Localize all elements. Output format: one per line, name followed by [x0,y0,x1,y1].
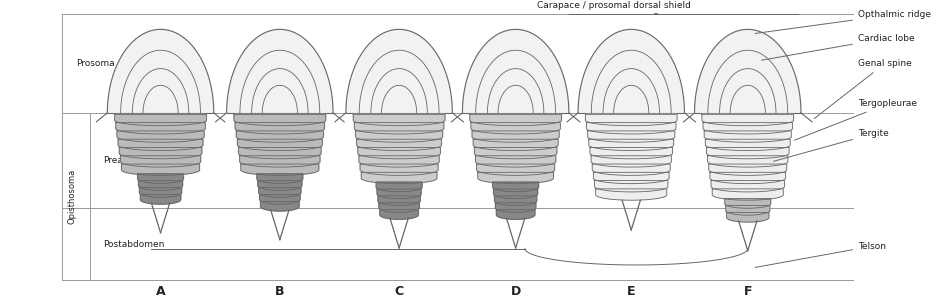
Polygon shape [578,29,685,113]
Polygon shape [108,29,214,113]
Polygon shape [493,189,538,199]
Polygon shape [586,114,677,126]
Text: Telson: Telson [755,242,885,268]
Polygon shape [115,114,207,126]
Polygon shape [356,131,442,142]
Polygon shape [596,189,667,200]
Polygon shape [235,123,324,134]
Polygon shape [237,131,323,142]
Polygon shape [356,139,441,151]
Polygon shape [141,194,181,204]
Polygon shape [478,172,554,184]
Polygon shape [726,206,769,215]
Polygon shape [471,123,560,134]
Polygon shape [592,164,670,176]
Polygon shape [706,148,789,159]
Polygon shape [695,29,801,113]
Polygon shape [359,156,439,167]
Text: F: F [743,285,752,298]
Text: Tergopleurae: Tergopleurae [794,99,917,140]
Polygon shape [357,148,440,159]
Polygon shape [139,181,183,190]
Text: Tergite: Tergite [773,129,888,161]
Text: Opisthosoma: Opisthosoma [67,169,76,224]
Polygon shape [494,196,537,206]
Polygon shape [377,189,422,199]
Polygon shape [138,174,184,183]
Polygon shape [376,182,422,192]
Text: B: B [275,285,285,298]
Text: C: C [394,285,404,298]
Polygon shape [704,131,791,142]
Polygon shape [354,114,445,126]
Polygon shape [475,156,555,167]
Text: A: A [156,285,165,298]
Polygon shape [703,123,792,134]
Polygon shape [473,139,558,151]
Polygon shape [470,114,561,126]
Text: Carapace / prosomal dorsal shield: Carapace / prosomal dorsal shield [537,1,690,14]
Polygon shape [378,196,421,206]
Polygon shape [594,181,668,192]
Text: Postabdomen: Postabdomen [103,240,164,249]
Polygon shape [710,172,786,184]
Polygon shape [122,164,200,176]
Polygon shape [707,156,788,167]
Polygon shape [588,139,673,151]
Polygon shape [590,148,672,159]
Polygon shape [117,131,204,142]
Polygon shape [702,114,794,126]
Polygon shape [711,181,785,192]
Polygon shape [587,123,676,134]
Polygon shape [259,194,300,204]
Text: Genal spine: Genal spine [814,59,912,118]
Polygon shape [238,139,323,151]
Polygon shape [379,203,420,212]
Polygon shape [361,172,437,184]
Polygon shape [725,199,770,208]
Polygon shape [121,156,201,167]
Text: Opthalmic ridge: Opthalmic ridge [755,10,931,34]
Polygon shape [495,203,536,212]
Text: D: D [510,285,521,298]
Polygon shape [496,210,535,219]
Text: Cardiac lobe: Cardiac lobe [762,34,915,60]
Polygon shape [258,188,301,197]
Polygon shape [239,148,322,159]
Text: Preabdomen: Preabdomen [103,156,159,165]
Polygon shape [380,210,419,219]
Polygon shape [462,29,569,113]
Polygon shape [591,156,671,167]
Polygon shape [587,131,675,142]
Polygon shape [355,123,444,134]
Polygon shape [257,181,302,190]
Polygon shape [119,148,202,159]
Polygon shape [226,29,333,113]
Text: Prosoma: Prosoma [76,59,115,68]
Text: E: E [627,285,636,298]
Polygon shape [727,212,769,222]
Polygon shape [116,123,206,134]
Polygon shape [240,164,319,176]
Polygon shape [346,29,453,113]
Polygon shape [256,174,303,183]
Polygon shape [593,172,670,184]
Polygon shape [118,139,203,151]
Polygon shape [705,139,790,151]
Polygon shape [474,148,557,159]
Polygon shape [234,114,325,126]
Polygon shape [472,131,559,142]
Polygon shape [140,188,182,197]
Polygon shape [492,182,538,192]
Polygon shape [709,164,786,176]
Polygon shape [260,201,299,211]
Polygon shape [360,164,438,176]
Polygon shape [712,189,784,200]
Polygon shape [240,156,320,167]
Polygon shape [476,164,554,176]
